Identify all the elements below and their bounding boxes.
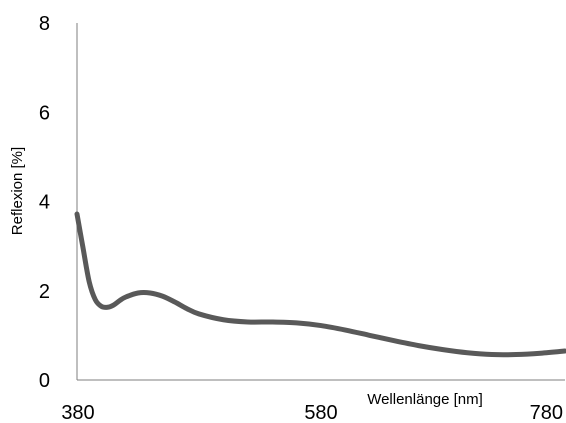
x-tick-labels: 380 580 780 [61, 402, 563, 423]
x-tick-label: 580 [304, 402, 337, 423]
y-tick-label: 4 [39, 192, 50, 214]
y-axis-label: Reflexion [%] [9, 147, 26, 235]
x-tick-label: 780 [530, 402, 563, 423]
series-line [74, 211, 566, 358]
y-tick-label: 6 [39, 102, 50, 124]
axes [76, 23, 565, 381]
y-tick-label: 2 [39, 281, 50, 303]
y-tick-label: 8 [39, 13, 50, 35]
y-tick-labels: 0 2 4 6 8 [39, 13, 50, 392]
x-tick-label: 380 [61, 402, 94, 423]
y-tick-label: 0 [39, 370, 50, 392]
x-axis-label: Wellenlänge [nm] [367, 391, 483, 408]
